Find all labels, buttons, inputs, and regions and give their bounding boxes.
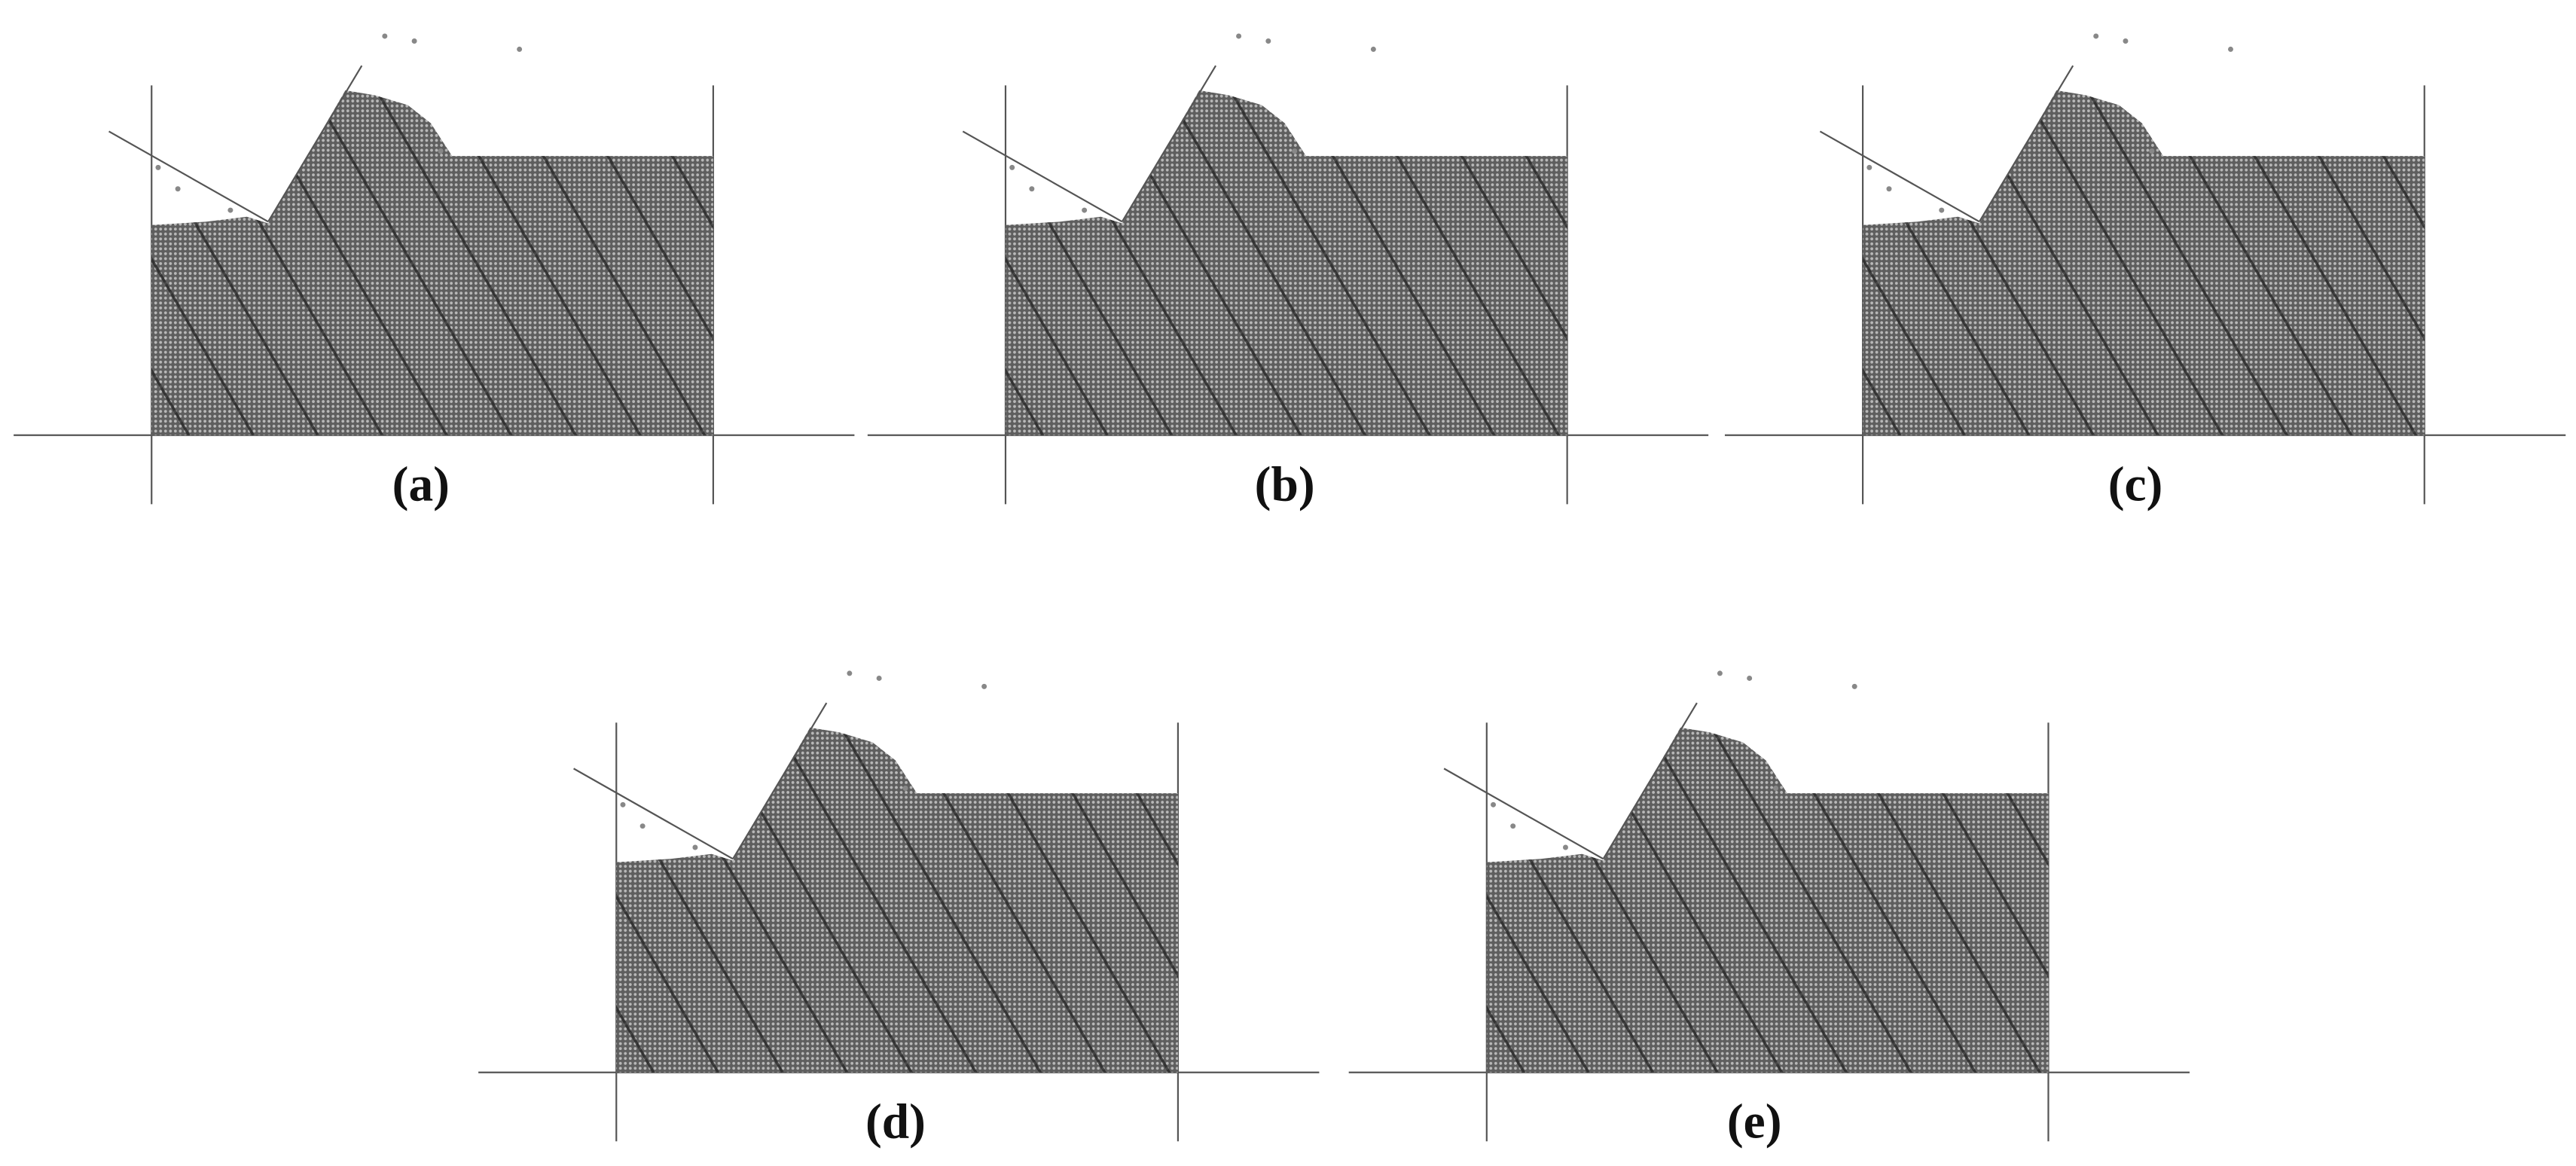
simulation-image [478,670,1320,1143]
simulation-image [13,32,856,505]
panel-b: (b) [866,32,1710,512]
simulation-image [866,32,1710,505]
panel-c: (c) [1723,32,2567,512]
simulation-image [1723,32,2567,505]
panel-d: (d) [478,670,1320,1149]
panel-a: (a) [13,32,856,512]
panel-e: (e) [1348,670,2191,1149]
panel-label: (a) [392,458,450,512]
panel-label: (b) [1255,458,1315,512]
simulation-image [1348,670,2191,1143]
panel-label: (e) [1727,1095,1782,1149]
panel-label: (c) [2108,458,2163,512]
panel-label: (d) [865,1095,926,1149]
